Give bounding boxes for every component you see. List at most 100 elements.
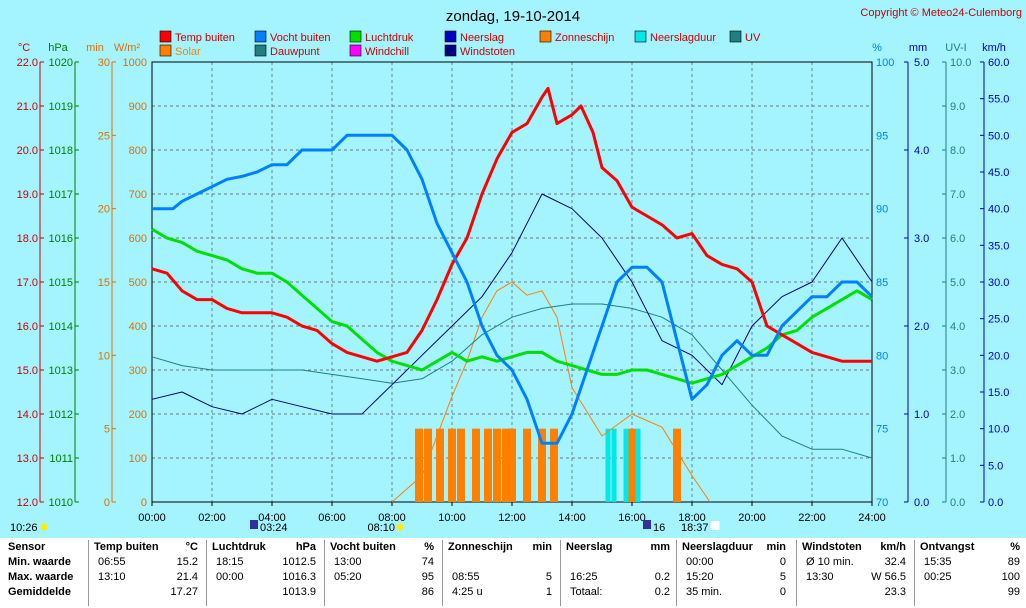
legend-swatch-7 [159, 44, 172, 57]
unit-right-3: km/h [982, 42, 1006, 54]
legend-swatch-5 [634, 30, 647, 43]
tick-minutes: 20 [98, 204, 110, 216]
tick-minutes: 5 [104, 424, 110, 436]
table-min-time-raindur: 00:00 [686, 556, 714, 568]
tick-mm: 5.0 [914, 57, 929, 69]
table-header-humidity: Vocht buiten [330, 541, 396, 553]
tick-celsius: 19.0 [17, 189, 38, 201]
table-max-time-raindur: 15:20 [686, 571, 714, 583]
legend-swatch-10 [444, 44, 457, 57]
tick-percent: 90 [876, 204, 888, 216]
tick-kmh: 10.0 [988, 424, 1009, 436]
table-separator [206, 540, 207, 606]
tick-mm: 2.0 [914, 321, 929, 333]
sunset-time: 18:37 [681, 522, 709, 534]
table-max-value-humidity: 95 [421, 571, 434, 583]
table-unit-raindur: min [766, 541, 786, 553]
table-max-time-sun: 08:55 [452, 571, 480, 583]
tick-kmh: 25.0 [988, 314, 1009, 326]
table-avg-value-raindur: 0 [779, 586, 786, 598]
tick-hpa: 1012 [49, 409, 73, 421]
legend-swatch-9 [349, 44, 362, 57]
tick-time: 24:00 [858, 512, 886, 524]
bar-zonneschijn [502, 428, 510, 502]
tick-uvi: 6.0 [950, 233, 965, 245]
tick-hpa: 1016 [49, 233, 73, 245]
table-max-time-rain: 16:25 [570, 571, 598, 583]
tick-time: 02:00 [198, 512, 226, 524]
series-line-vocht-buiten [152, 133, 874, 445]
legend-swatch-6 [729, 30, 742, 43]
tick-kmh: 40.0 [988, 204, 1009, 216]
bar-zonneschijn [493, 428, 501, 502]
bar-zonneschijn [550, 428, 558, 502]
sunrise-time: 08:10 [367, 522, 395, 534]
table-max-time-solarin: 00:25 [924, 571, 952, 583]
tick-kmh: 50.0 [988, 130, 1009, 142]
tick-minutes: 10 [98, 350, 110, 362]
table-header-sun: Zonneschijn [448, 541, 513, 553]
table-max-time-gust: 13:30 [806, 571, 834, 583]
tick-wm2: 300 [129, 365, 147, 377]
tick-percent: 80 [876, 350, 888, 362]
tick-mm: 4.0 [914, 145, 929, 157]
series-lines [151, 86, 874, 503]
sunrise-icon [396, 523, 404, 531]
table-separator [324, 540, 325, 606]
tick-celsius: 15.0 [17, 365, 38, 377]
tick-time: 04:00 [258, 512, 286, 524]
series-line-temp-buiten [151, 86, 872, 363]
table-separator [676, 540, 677, 606]
tick-mm: 0.0 [914, 497, 929, 509]
sunset-icon [710, 521, 720, 530]
legend-label-0: Temp buiten [175, 32, 235, 44]
table-header-rain: Neerslag [566, 541, 613, 553]
tick-celsius: 22.0 [17, 57, 38, 69]
table-avg-value-rain: 0.2 [654, 586, 670, 598]
tick-kmh: 35.0 [988, 240, 1009, 252]
table-separator [88, 540, 89, 606]
tick-uvi: 9.0 [950, 101, 965, 113]
tick-kmh: 30.0 [988, 277, 1009, 289]
tick-kmh: 55.0 [988, 94, 1009, 106]
tick-celsius: 13.0 [17, 453, 38, 465]
bar-zonneschijn [508, 428, 516, 502]
tick-wm2: 1000 [123, 57, 147, 69]
legend-label-2: Luchtdruk [365, 32, 414, 44]
tick-minutes: 0 [104, 497, 110, 509]
table-max-value-raindur: 5 [779, 571, 786, 583]
bar-zonneschijn [484, 428, 492, 502]
tick-uvi: 0.0 [950, 497, 965, 509]
bar-zonneschijn [673, 428, 681, 502]
table-min-time-pressure: 18:15 [216, 556, 244, 568]
table-separator [442, 540, 443, 606]
tick-time: 14:00 [558, 512, 586, 524]
moonrise-time: 10:26 [10, 522, 38, 534]
tick-kmh: 45.0 [988, 167, 1009, 179]
tick-hpa: 1018 [49, 145, 73, 157]
table-max-value-solarin: 100 [1001, 571, 1020, 583]
table-header-raindur: Neerslagduur [682, 541, 753, 553]
legend-label-3: Neerslag [460, 32, 504, 44]
bar-zonneschijn [523, 428, 531, 502]
tick-percent: 100 [876, 57, 894, 69]
moonrise-icon [40, 523, 48, 531]
table-row-label: Max. waarde [8, 571, 74, 583]
table-max-time-humidity: 05:20 [334, 571, 362, 583]
legend-label-4: Zonneschijn [555, 32, 614, 44]
tick-celsius: 20.0 [17, 145, 38, 157]
tick-uvi: 2.0 [950, 409, 965, 421]
tick-time: 22:00 [798, 512, 826, 524]
tick-uvi: 4.0 [950, 321, 965, 333]
unit-left-1: hPa [48, 42, 68, 54]
legend-label-7: Solar [175, 46, 201, 58]
tick-minutes: 25 [98, 130, 110, 142]
tick-hpa: 1017 [49, 189, 73, 201]
tick-wm2: 0 [141, 497, 147, 509]
tick-wm2: 400 [129, 321, 147, 333]
tick-percent: 85 [876, 277, 888, 289]
tick-kmh: 15.0 [988, 387, 1009, 399]
bar-zonneschijn [628, 428, 636, 502]
table-max-value-sun: 5 [545, 571, 552, 583]
series-line-dauwpunt [151, 303, 873, 459]
